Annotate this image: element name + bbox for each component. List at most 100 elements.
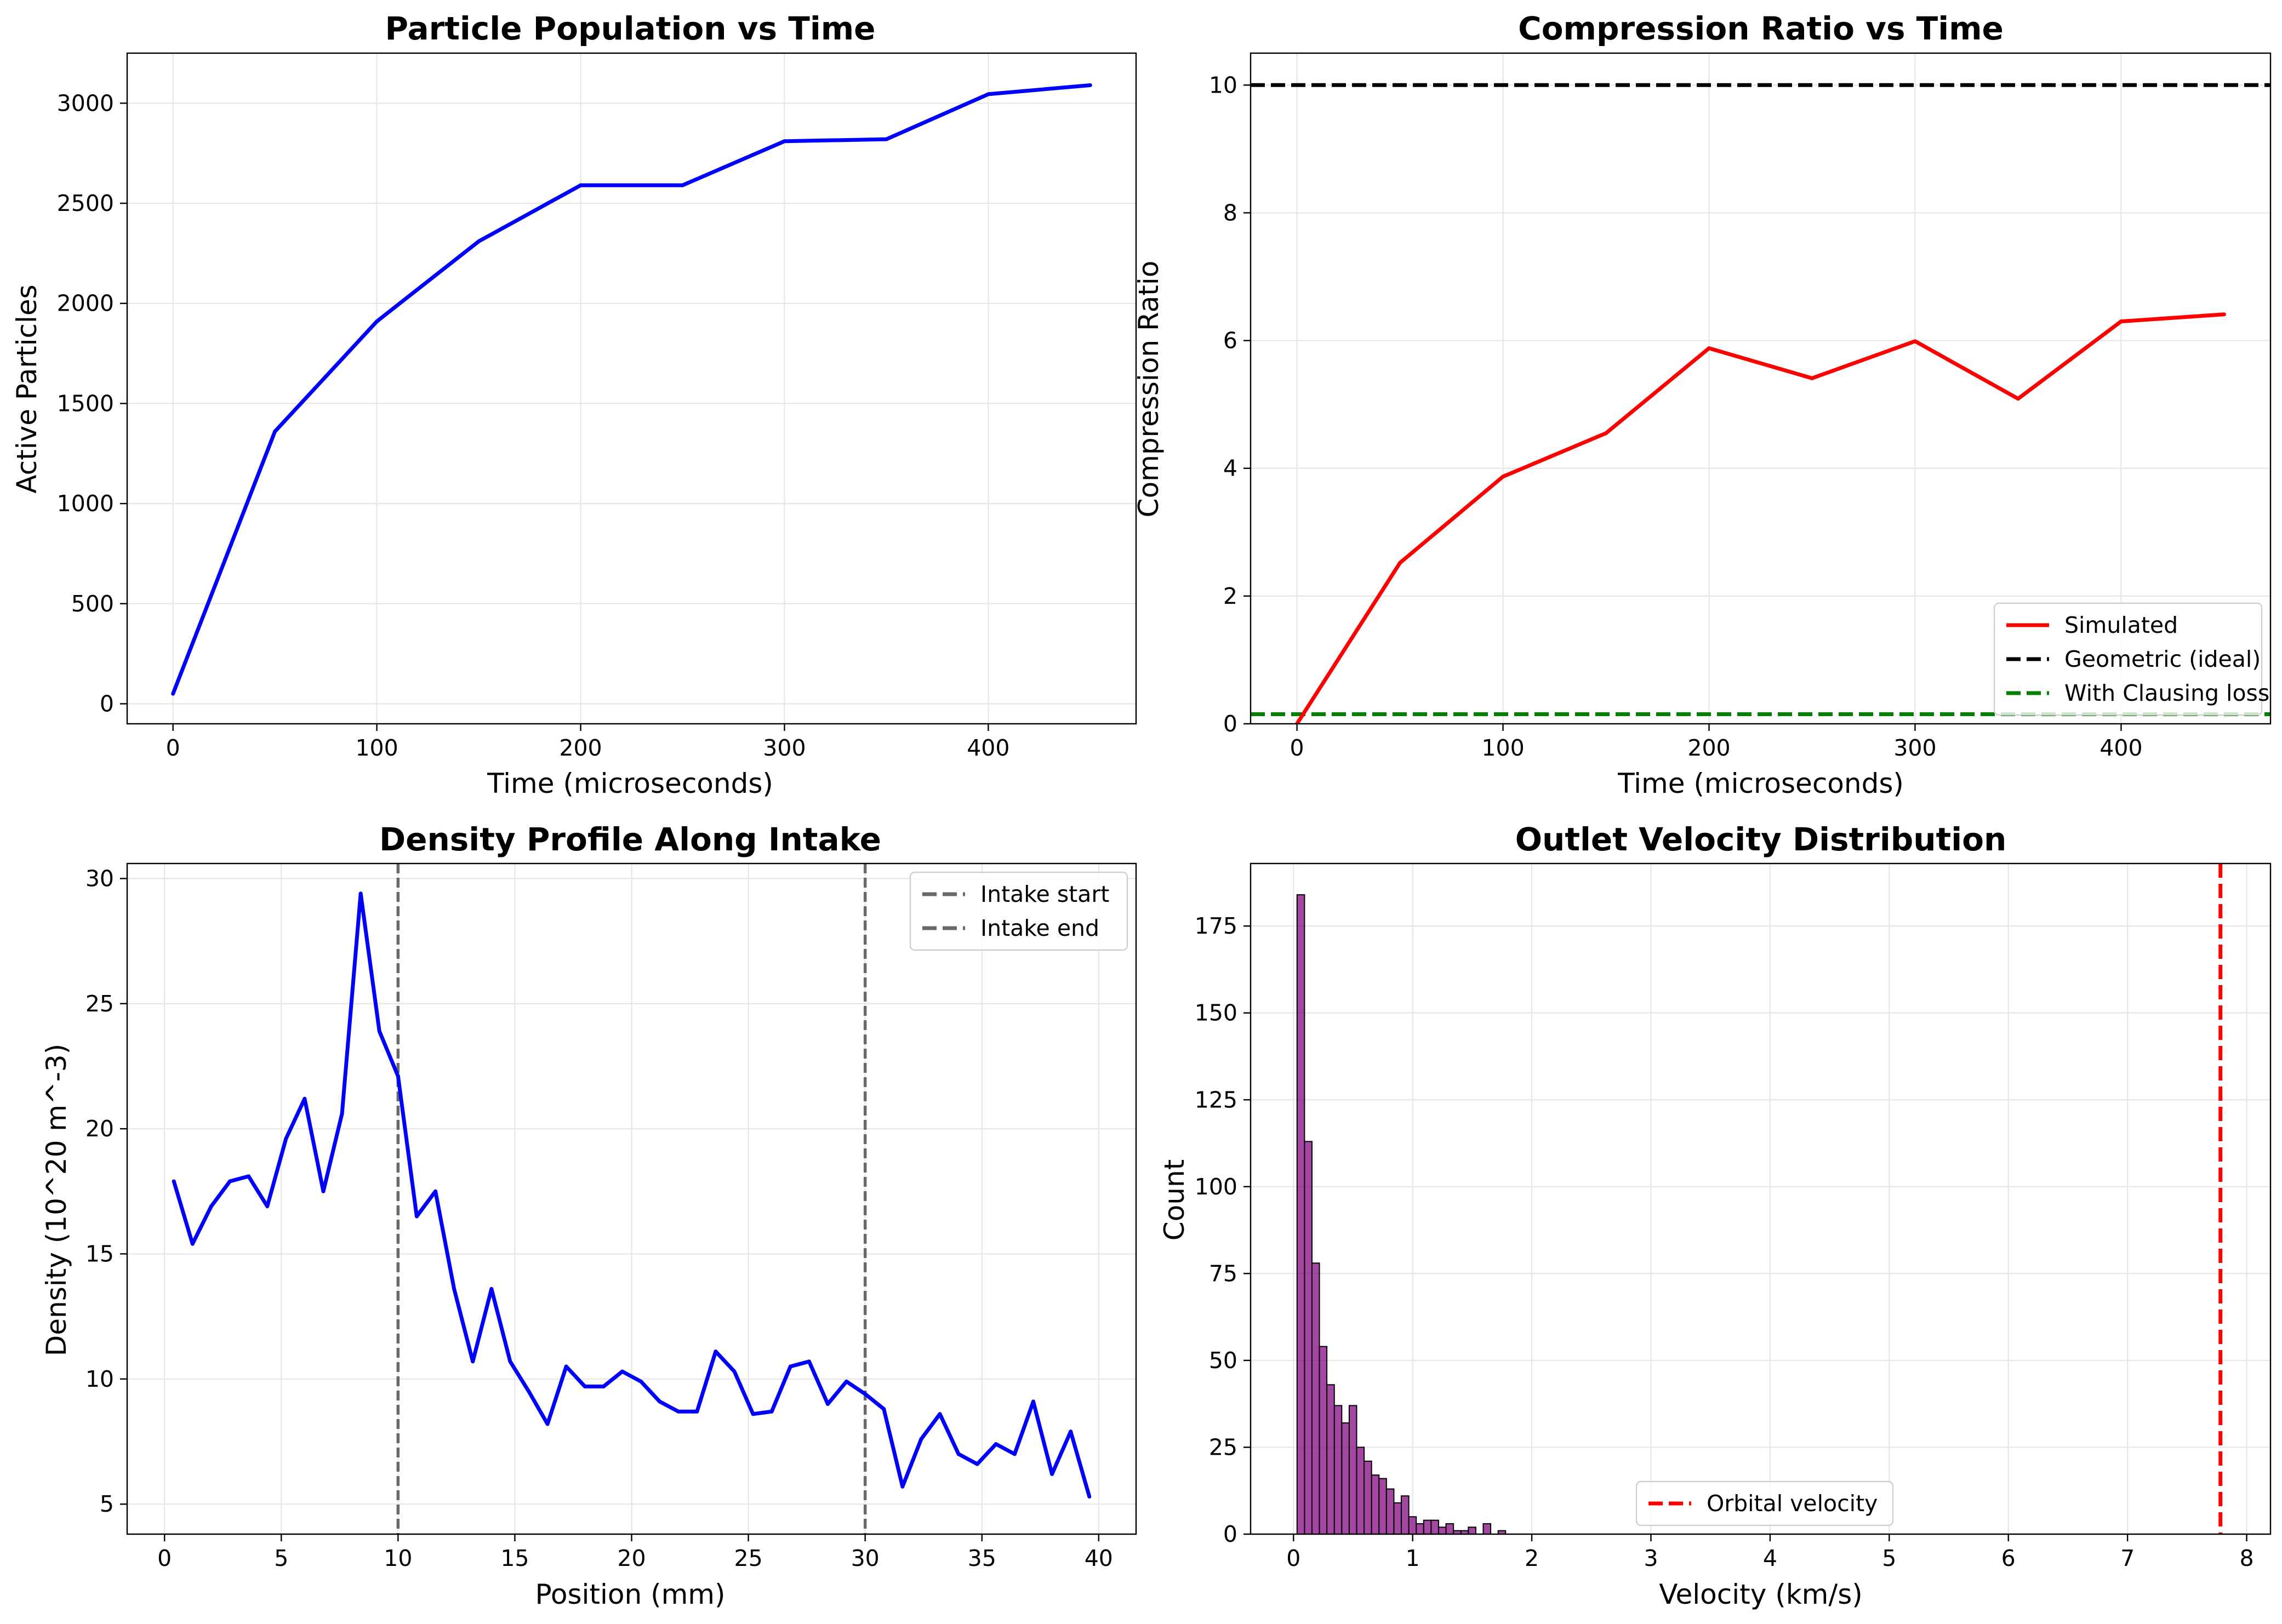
data-point: [788, 1364, 792, 1369]
histogram-bar: [1341, 1422, 1350, 1534]
legend-box: [1635, 1480, 1894, 1526]
histogram-bar: [1393, 1502, 1402, 1534]
data-point: [956, 1452, 961, 1456]
plot-frame: [1250, 862, 2272, 1535]
x-tick-label: 3: [1644, 1545, 1658, 1571]
histogram-bar: [1482, 1523, 1492, 1534]
y-axis-label: Compression Ratio: [1133, 261, 1165, 518]
data-point: [1012, 1452, 1017, 1456]
data-point: [769, 1409, 774, 1414]
data-point: [825, 1402, 830, 1406]
data-point: [882, 1407, 886, 1411]
x-tick-label: 20: [617, 1545, 646, 1571]
ticks: 0 100 200 300 400 0 2 4 6 8 10: [1209, 72, 2143, 761]
y-tick-label: 100: [1195, 1174, 1237, 1200]
x-tick-label: 400: [967, 735, 1009, 761]
y-tick-label: 6: [1223, 328, 1237, 354]
x-tick-label: 25: [734, 1545, 762, 1571]
data-point: [863, 1392, 868, 1396]
legend-box: [1993, 602, 2263, 716]
y-tick-label: 15: [85, 1240, 114, 1267]
data-point: [601, 1385, 606, 1389]
data-point: [471, 1359, 475, 1364]
ticks: 0 1 2 3 4 5 6 7 8 0 25 50 75 100 125 150 175: [1195, 913, 2254, 1571]
series-line-simulated: [1295, 312, 2224, 724]
x-tick-label: 300: [763, 735, 806, 761]
ticks: 0 100 200 300 400 0 500 1000 1500 2000 2500 3000: [57, 90, 1010, 761]
data-point: [190, 1242, 195, 1246]
data-point: [564, 1364, 568, 1369]
histogram-bar: [1430, 1519, 1439, 1534]
y-tick-label: 0: [100, 690, 114, 717]
legend-label: Orbital velocity: [1707, 1490, 1878, 1517]
x-tick-label: 2: [1525, 1545, 1539, 1571]
y-tick-label: 1000: [57, 490, 114, 517]
histogram-bar: [1296, 894, 1305, 1534]
histogram-bar: [1304, 1141, 1313, 1534]
x-tick-label: 100: [355, 735, 398, 761]
histogram-bar: [1364, 1460, 1372, 1534]
x-tick-label: 15: [500, 1545, 529, 1571]
y-tick-label: 0: [1223, 1521, 1237, 1547]
data-point: [1913, 339, 1917, 344]
data-point: [172, 1179, 176, 1183]
data-point: [1707, 346, 1712, 351]
grid: [127, 53, 1136, 724]
panel-compression-ratio: Compression Ratio vs Time Time (microsec…: [1133, 10, 2272, 799]
plot-area: [172, 864, 1092, 1534]
y-tick-label: 125: [1195, 1087, 1237, 1113]
x-axis-label: Time (microseconds): [487, 768, 773, 799]
data-point: [583, 1385, 587, 1389]
chart-title: Density Profile Along Intake: [379, 821, 881, 858]
legend: Intake start Intake end: [909, 871, 1128, 951]
panel-velocity-distribution: Outlet Velocity Distribution Velocity (k…: [1159, 821, 2272, 1610]
histogram-bar: [1326, 1384, 1335, 1534]
y-tick-label: 10: [1209, 72, 1237, 98]
data-point: [1088, 83, 1092, 87]
x-axis-label: Time (microseconds): [1617, 768, 1904, 799]
data-point: [751, 1412, 755, 1416]
data-point: [919, 1437, 923, 1441]
data-point: [209, 1204, 213, 1209]
y-tick-label: 8: [1223, 199, 1237, 226]
y-axis-label: Active Particles: [11, 284, 43, 493]
data-point: [489, 1286, 494, 1291]
y-tick-label: 75: [1209, 1260, 1237, 1286]
x-tick-label: 0: [166, 735, 180, 761]
data-point: [321, 1189, 326, 1193]
x-tick-label: 8: [2239, 1545, 2254, 1571]
data-point: [375, 319, 379, 324]
y-tick-label: 4: [1223, 455, 1237, 482]
legend-label: Intake end: [980, 915, 1099, 941]
data-point: [807, 1359, 811, 1364]
data-point: [1069, 1429, 1073, 1434]
histogram-bar: [1371, 1474, 1380, 1534]
y-tick-label: 500: [71, 591, 114, 617]
x-tick-label: 100: [1481, 735, 1524, 761]
legend-label: Intake start: [980, 881, 1109, 907]
data-point: [714, 1349, 718, 1354]
plot-area: [171, 83, 1092, 696]
x-tick-label: 6: [2001, 1545, 2016, 1571]
y-tick-label: 20: [85, 1116, 114, 1142]
data-point: [2222, 312, 2226, 317]
data-point: [1810, 376, 1814, 380]
x-tick-label: 0: [1286, 1545, 1300, 1571]
histogram-bar: [1437, 1526, 1447, 1534]
histogram-bar: [1423, 1519, 1432, 1534]
data-point: [975, 1462, 979, 1466]
x-tick-label: 5: [1882, 1545, 1896, 1571]
panel-particle-population: Particle Population vs Time Time (micros…: [11, 10, 1137, 799]
plot-frame: [1250, 52, 2272, 725]
y-tick-label: 25: [85, 991, 114, 1017]
x-tick-label: 0: [157, 1545, 172, 1571]
data-point: [377, 1029, 381, 1033]
x-tick-label: 30: [851, 1545, 880, 1571]
data-point: [1501, 474, 1505, 479]
y-tick-label: 2: [1223, 583, 1237, 609]
chart-title: Particle Population vs Time: [385, 10, 876, 47]
plot-frame: [126, 52, 1137, 725]
legend-label: Simulated: [2064, 612, 2178, 638]
data-point: [658, 1399, 662, 1404]
